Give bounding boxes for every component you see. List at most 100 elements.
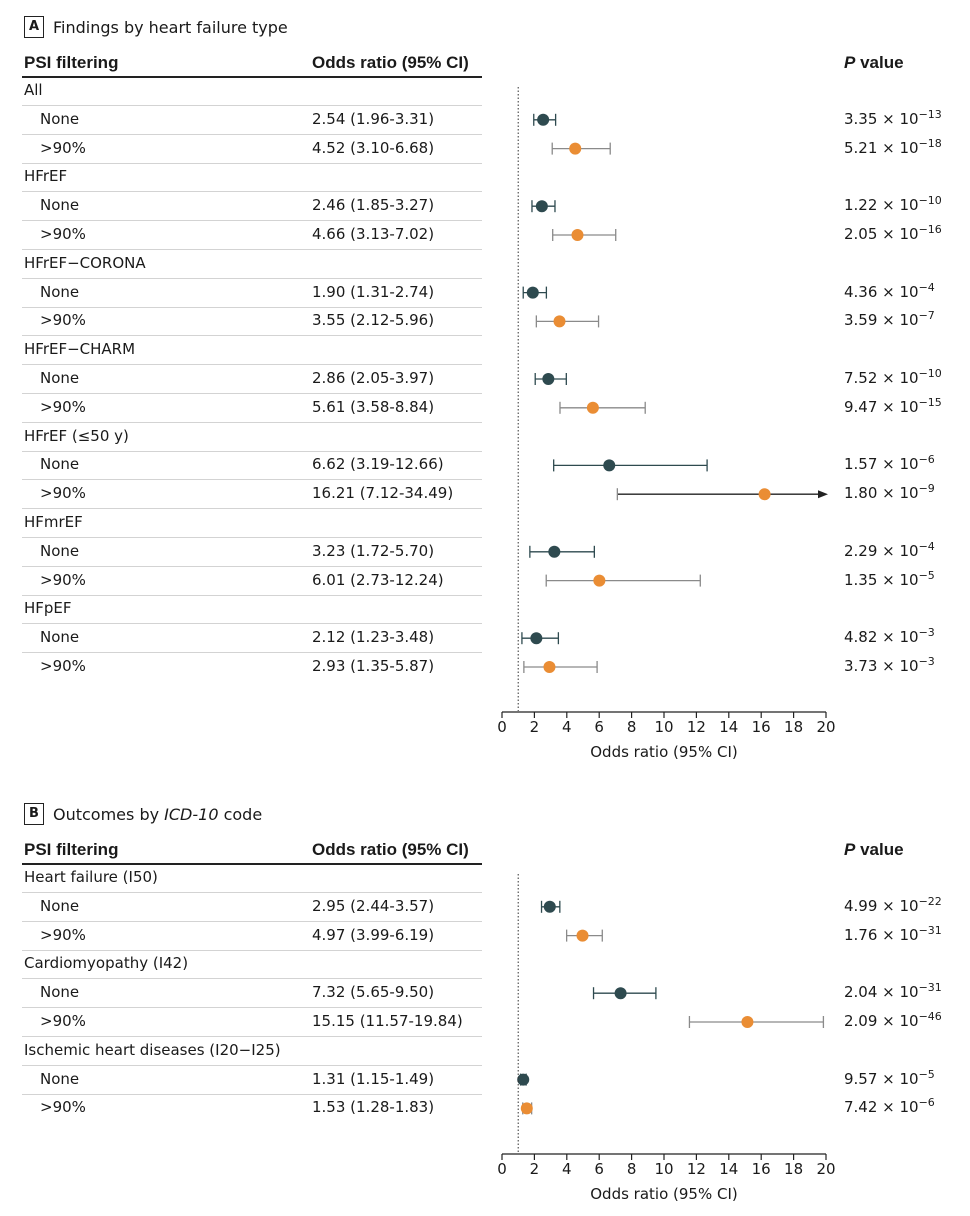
p-value-exponent: −13 [918,107,942,121]
p-value-exponent: −18 [918,136,942,150]
group-label: All [24,81,43,99]
row-rule [22,220,482,222]
p-value-exponent: −10 [918,367,942,380]
odds-ratio-value: 4.66 (3.13-7.02) [312,225,435,243]
odds-ratio-value: 3.23 (1.72-5.70) [312,541,435,560]
p-value-word: value [855,840,904,859]
x-tick-label: 2 [530,718,540,736]
group-label: HFrEF (≤50 y) [24,426,129,445]
p-value-mantissa: 9.47 × 10 [844,397,919,416]
p-value-exponent: −9 [918,482,935,496]
row-rule [22,1064,482,1066]
p-value: 2.04 × 10−31 [844,981,942,1001]
point-estimate [593,574,606,587]
x-tick-label: 0 [497,718,507,736]
row-rule [22,162,482,164]
p-value-exponent: −5 [918,1067,935,1081]
row-rule [22,1093,482,1095]
p-value-mantissa: 4.82 × 10 [844,628,919,647]
p-value: 7.52 × 10−10 [844,367,942,387]
row-rule [22,450,482,452]
point-estimate [569,142,582,155]
x-tick-label: 12 [687,1160,706,1178]
x-tick-label: 8 [627,718,637,736]
group-label: Heart failure (I50) [24,868,158,886]
odds-ratio-value: 6.62 (3.19-12.66) [312,455,444,474]
header-rule [22,863,482,865]
row-rule [22,594,482,596]
filter-label: >90% [40,484,86,503]
p-value-exponent: −22 [918,894,942,908]
point-estimate [586,401,599,414]
p-value-word: value [855,53,904,72]
x-tick-label: 14 [719,1160,738,1178]
column-header-p-value: P value [844,840,904,860]
p-value: 3.59 × 10−7 [844,309,935,329]
p-value-exponent: −5 [918,568,935,582]
column-header-psi: PSI filtering [24,840,119,859]
p-value: 1.76 × 10−31 [844,924,942,944]
p-value: 3.73 × 10−3 [844,655,935,675]
p-value-mantissa: 1.35 × 10 [844,570,919,589]
row-rule [22,479,482,481]
panel-title-italic: ICD-10 [164,804,219,824]
x-tick-label: 4 [562,718,572,736]
p-value: 5.21 × 10−18 [844,137,942,157]
x-tick-label: 20 [816,718,835,736]
p-value: 2.09 × 10−46 [844,1010,942,1030]
p-value-exponent: −16 [918,223,942,236]
point-estimate [526,286,539,299]
p-value-mantissa: 3.59 × 10 [844,311,919,330]
point-estimate [543,900,556,913]
row-rule [22,277,482,279]
point-estimate [548,545,561,558]
p-value: 4.99 × 10−22 [844,895,942,915]
row-rule [22,191,482,193]
p-value-mantissa: 5.21 × 10 [844,138,919,157]
filter-label: >90% [40,657,86,675]
ci-arrow [818,490,828,499]
p-value: 2.29 × 10−4 [844,540,935,560]
odds-ratio-value: 3.55 (2.12-5.96) [312,311,435,330]
point-estimate [520,1102,533,1115]
panel-heading: B Outcomes by ICD-10 code [24,803,262,825]
column-header-odds-ratio: Odds ratio (95% CI) [312,53,469,72]
p-value-exponent: −10 [918,194,942,208]
odds-ratio-value: 7.32 (5.65-9.50) [312,983,435,1002]
p-value: 4.82 × 10−3 [844,626,935,646]
p-value: 1.35 × 10−5 [844,569,935,589]
x-tick-label: 0 [497,1160,507,1178]
filter-label: None [40,1069,80,1088]
filter-label: None [40,541,80,560]
point-estimate [543,661,556,673]
point-estimate [603,459,616,472]
p-value-exponent: −4 [918,280,935,294]
panel-title-part: code [218,804,263,824]
odds-ratio-value: 2.46 (1.85-3.27) [312,196,435,215]
odds-ratio-value: 2.93 (1.35-5.87) [312,657,435,675]
panel-title: Findings by heart failure type [53,18,288,37]
row-rule [22,892,482,893]
odds-ratio-value: 2.12 (1.23-3.48) [312,628,435,647]
row-rule [22,1036,482,1037]
x-tick-label: 2 [530,1160,540,1178]
x-tick-label: 4 [562,1160,572,1178]
odds-ratio-value: 2.86 (2.05-3.97) [312,369,435,387]
p-value: 3.35 × 10−13 [844,108,942,128]
group-label: HFrEF [24,167,68,186]
odds-ratio-value: 4.52 (3.10-6.68) [312,138,435,157]
x-tick-label: 10 [654,718,673,736]
p-value-exponent: −3 [918,626,935,640]
panel-title-part: Findings by heart failure type [53,17,288,37]
p-value: 1.57 × 10−6 [844,453,935,473]
row-rule [22,335,482,337]
odds-ratio-value: 2.95 (2.44-3.57) [312,896,435,915]
p-value-mantissa: 2.09 × 10 [844,1012,919,1030]
group-label: Ischemic heart diseases (I20−I25) [24,1040,281,1059]
odds-ratio-value: 4.97 (3.99-6.19) [312,925,435,944]
filter-label: None [40,455,80,474]
x-tick-label: 20 [816,1160,835,1178]
odds-ratio-value: 1.90 (1.31-2.74) [312,282,435,301]
x-tick-label: 6 [594,1160,604,1178]
